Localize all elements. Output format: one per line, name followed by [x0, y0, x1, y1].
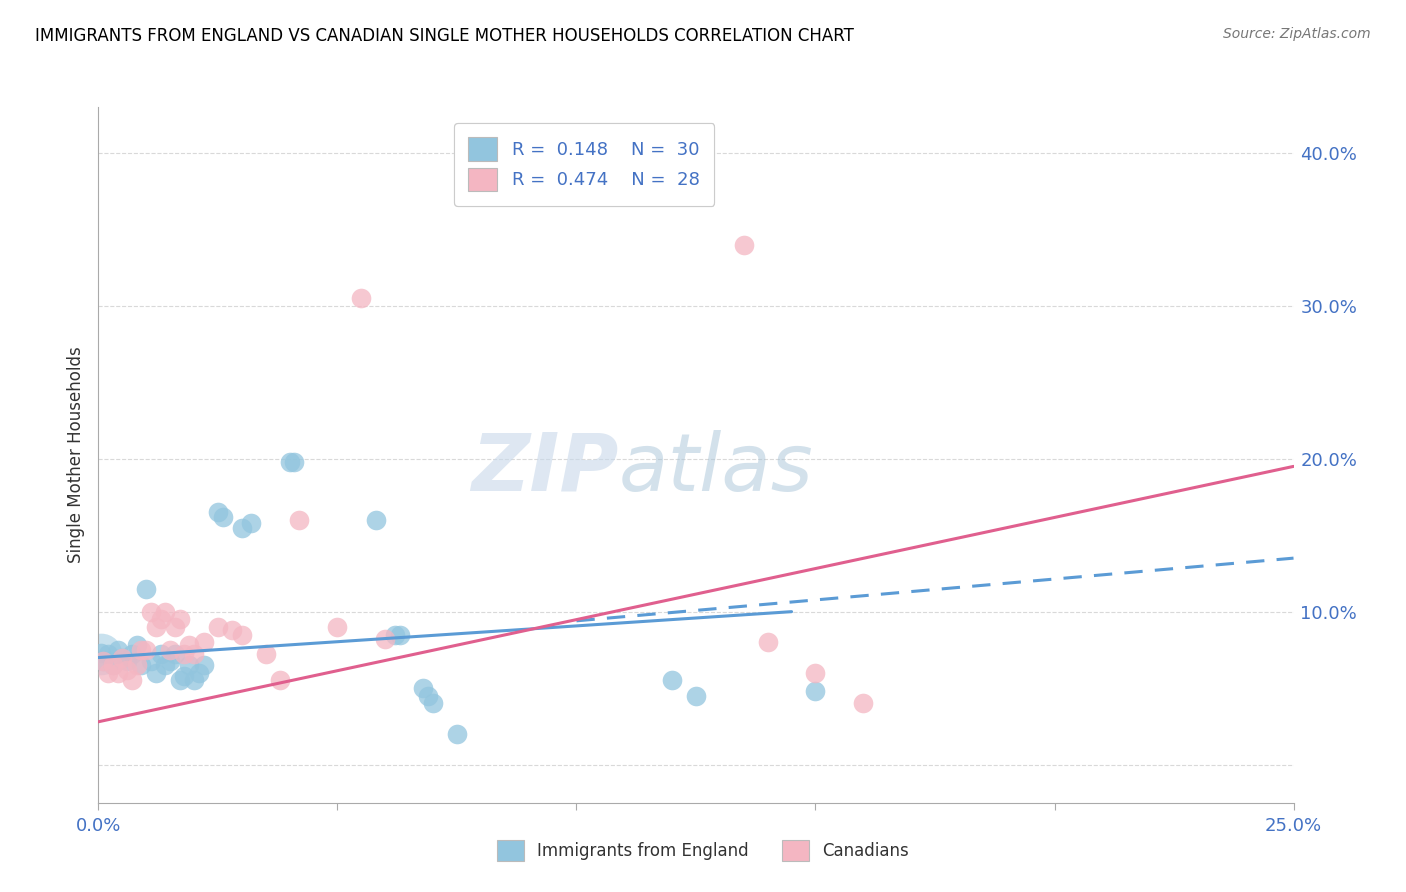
Point: [90, 646, 112, 660]
Point: [111, 650, 134, 665]
Point: [179, 658, 201, 673]
Point: [422, 697, 444, 711]
Point: [121, 673, 143, 688]
Point: [221, 623, 243, 637]
Point: [131, 658, 153, 673]
Point: [101, 658, 124, 673]
Point: [159, 654, 181, 668]
Point: [115, 654, 138, 668]
Point: [125, 658, 148, 673]
Point: [388, 627, 411, 641]
Point: [145, 620, 167, 634]
Point: [231, 627, 253, 641]
Point: [101, 658, 124, 673]
Point: [350, 291, 373, 305]
Point: [115, 663, 138, 677]
Point: [107, 643, 129, 657]
Text: ZIP: ZIP: [471, 430, 619, 508]
Point: [685, 689, 707, 703]
Point: [756, 635, 779, 649]
Point: [852, 697, 875, 711]
Point: [149, 612, 172, 626]
Point: [97, 665, 120, 680]
Point: [183, 673, 205, 688]
Point: [804, 665, 827, 680]
Point: [187, 665, 209, 680]
Point: [135, 582, 157, 596]
Legend: R =  0.148    N =  30, R =  0.474    N =  28: R = 0.148 N = 30, R = 0.474 N = 28: [454, 123, 714, 205]
Point: [240, 516, 263, 530]
Point: [163, 648, 186, 662]
Point: [121, 648, 143, 662]
Point: [169, 673, 191, 688]
Point: [374, 632, 396, 647]
Point: [125, 638, 148, 652]
Point: [163, 620, 186, 634]
Point: [131, 643, 153, 657]
Point: [135, 643, 157, 657]
Point: [207, 505, 229, 519]
Point: [193, 635, 215, 649]
Text: IMMIGRANTS FROM ENGLAND VS CANADIAN SINGLE MOTHER HOUSEHOLDS CORRELATION CHART: IMMIGRANTS FROM ENGLAND VS CANADIAN SING…: [35, 27, 853, 45]
Point: [97, 648, 120, 662]
Point: [173, 669, 195, 683]
Point: [169, 612, 191, 626]
Point: [207, 620, 229, 634]
Point: [90, 648, 112, 662]
Point: [733, 237, 755, 252]
Point: [211, 509, 233, 524]
Point: [107, 665, 129, 680]
Point: [269, 673, 291, 688]
Point: [155, 658, 177, 673]
Point: [446, 727, 468, 741]
Point: [155, 605, 177, 619]
Point: [183, 648, 205, 662]
Point: [159, 643, 181, 657]
Text: Source: ZipAtlas.com: Source: ZipAtlas.com: [1223, 27, 1371, 41]
Text: atlas: atlas: [619, 430, 813, 508]
Point: [91, 654, 114, 668]
Point: [326, 620, 349, 634]
Point: [278, 455, 301, 469]
Point: [111, 650, 134, 665]
Point: [193, 658, 215, 673]
Point: [139, 654, 162, 668]
Point: [384, 627, 406, 641]
Point: [804, 684, 827, 698]
Point: [179, 638, 201, 652]
Point: [418, 689, 440, 703]
Point: [412, 681, 434, 695]
Point: [661, 673, 683, 688]
Point: [364, 513, 387, 527]
Legend: Immigrants from England, Canadians: Immigrants from England, Canadians: [484, 827, 922, 875]
Point: [288, 513, 311, 527]
Point: [149, 648, 172, 662]
Point: [91, 654, 114, 668]
Point: [283, 455, 305, 469]
Point: [173, 648, 195, 662]
Point: [139, 605, 162, 619]
Y-axis label: Single Mother Households: Single Mother Households: [66, 347, 84, 563]
Point: [254, 648, 277, 662]
Point: [145, 665, 167, 680]
Point: [231, 520, 253, 534]
